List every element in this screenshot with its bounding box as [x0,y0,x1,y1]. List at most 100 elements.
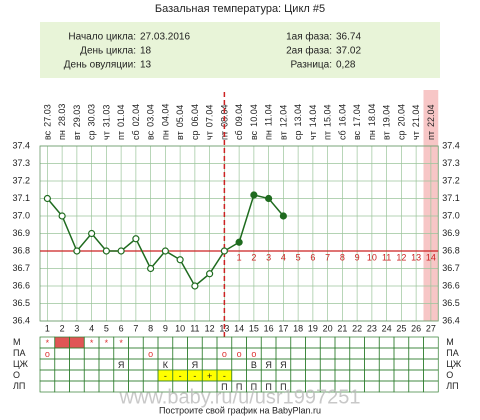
cell-text: о [251,349,256,359]
date: 01.04 [117,104,127,127]
temperature-point [73,247,81,255]
luteal-day-label: 8 [340,252,345,262]
row-label: ЦЖ [446,359,462,369]
weekday: вт [72,131,82,140]
date-label: вт 05.04 [176,105,186,140]
weekday: чт [308,131,318,140]
cell-text: Я [280,360,287,370]
date-label: сб 16.04 [338,104,348,140]
date: 09.04 [235,104,245,127]
date-label: вс 17.04 [353,104,363,140]
temperature-point [58,212,66,220]
date-label: ср 06.04 [190,104,200,140]
cell-text: П [265,382,271,392]
y-tick-label: 36.8 [442,245,460,255]
y-tick-label: 37.1 [12,193,30,203]
y-tick-label: 36.6 [442,280,460,290]
footer: Построите свой график на BabyPlan.ru [159,405,321,415]
luteal-day-label: 5 [296,252,301,262]
cell-fill [54,337,70,348]
x-tick-label: 12 [205,323,215,333]
temperature-point [279,212,287,220]
date: 14.04 [308,105,318,128]
y-tick-label: 37.2 [12,175,30,185]
y-tick-label: 36.7 [12,263,30,273]
weekday: ср [397,130,407,140]
cell-fill [69,337,85,348]
date-label: ср 20.04 [397,104,407,140]
row-label: ЦЖ [13,359,29,369]
x-tick-label: 11 [190,323,199,333]
date-label: пт 01.04 [117,104,127,140]
weekday: сб [338,130,348,140]
date: 07.04 [205,105,215,128]
x-tick-label: 20 [323,323,333,333]
date: 06.04 [190,104,200,127]
cell-text: - [193,371,196,381]
cell-text: Я [118,360,125,370]
cell-fill [172,370,188,381]
date: 03.04 [146,104,156,127]
weekday: пт [323,131,333,140]
cell-text: * [90,338,94,348]
x-tick-label: 8 [148,323,153,333]
cell-text: - [179,371,182,381]
date: 15.04 [323,104,333,127]
temperature-point [220,247,228,255]
y-tick-label: 36.9 [442,228,460,238]
luteal-day-label: 1 [237,252,242,262]
row-label: ЛП [13,381,25,391]
weekday: ср [190,130,200,140]
x-tick-label: 14 [234,323,244,333]
temperature-point [191,282,199,290]
y-tick-label: 37.4 [12,140,30,150]
weekday: чт [102,131,112,140]
cell-text: о [237,349,242,359]
cell-text: Я [265,360,272,370]
y-tick-label: 37.1 [442,193,460,203]
weekday: ср [87,130,97,140]
weekday: вс [43,130,53,140]
x-tick-label: 19 [308,323,318,333]
weekday: пт [117,131,127,140]
temperature-point [102,247,110,255]
x-tick-label: 25 [396,323,406,333]
date-label: сб 09.04 [235,104,245,140]
y-tick-label: 37.0 [442,210,460,220]
y-tick-label: 36.5 [12,298,30,308]
info-label: День овуляции: [64,60,136,71]
info-value: 18 [140,46,152,57]
date: 27.03 [43,104,53,127]
temperature-point [43,194,51,203]
y-tick-label: 37.0 [12,210,30,220]
x-tick-label: 17 [278,323,288,333]
x-tick-label: 23 [367,323,377,333]
weekday: сб [235,130,245,140]
info-box [40,22,440,78]
cell-text: * [46,338,50,348]
x-tick-label: 22 [352,323,362,333]
date: 19.04 [382,105,392,128]
info-value: 27.03.2016 [140,32,190,43]
x-tick-label: 5 [104,323,109,333]
cell-text: о [45,349,50,359]
date-label: пн 18.04 [367,104,377,140]
x-tick-label: 24 [382,323,392,333]
temperature-point [88,229,96,238]
date: 28.03 [58,104,68,127]
temperature-point [265,194,273,203]
y-tick-label: 37.3 [12,158,30,168]
weekday: вт [382,131,392,140]
date-label: чт 14.04 [308,105,318,140]
x-tick-label: 1 [45,323,50,333]
x-tick-label: 13 [219,323,229,333]
date-label: чт 07.04 [205,105,215,140]
cell-text: В [251,360,257,370]
weekday: пн [367,130,377,140]
luteal-day-label: 3 [266,252,271,262]
date-label: вс 10.04 [249,104,259,140]
watermark: www.baby.ru/u/usr1997251 [119,386,361,408]
luteal-day-label: 2 [251,252,256,262]
cell-fill [158,370,173,381]
